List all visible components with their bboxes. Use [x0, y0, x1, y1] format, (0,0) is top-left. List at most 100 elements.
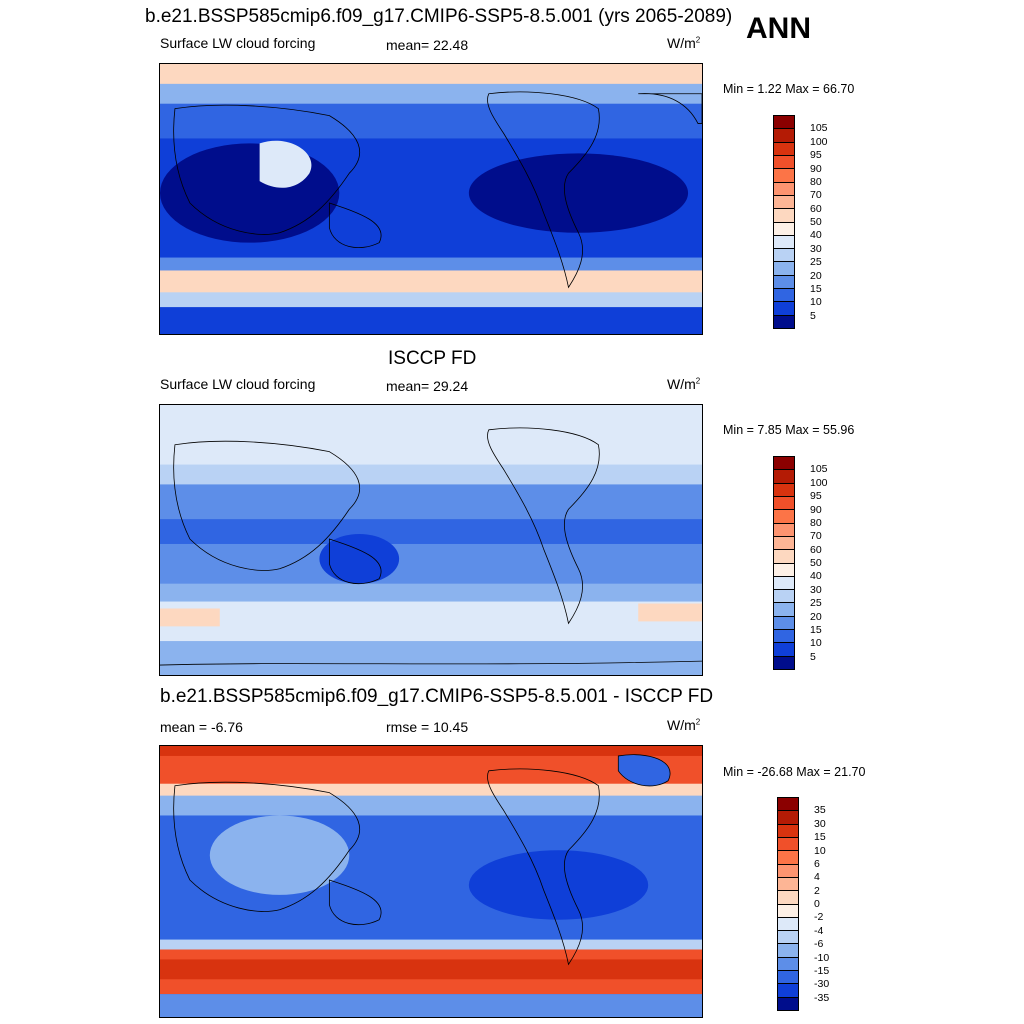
- colorbar-level-label: 50: [810, 216, 822, 228]
- colorbar-swatch: [778, 984, 798, 998]
- colorbar-level-label: -35: [814, 991, 830, 1004]
- panel-1-map: [159, 63, 703, 335]
- colorbar-level-label: 105: [810, 463, 828, 476]
- colorbar-swatch: [774, 249, 794, 263]
- colorbar-level-label: 30: [814, 817, 826, 830]
- panel-2-colorbar-labels: 105 100 95 90 80 70 60 50 40 30 25 20 15 10 5: [810, 456, 850, 670]
- colorbar-level-label: 100: [810, 476, 828, 489]
- colorbar-level-label: 50: [810, 557, 822, 569]
- colorbar-level-label: 20: [810, 269, 822, 282]
- colorbar-level-label: 40: [810, 229, 822, 242]
- panel-2-map: [159, 404, 703, 676]
- colorbar-level-label: 10: [810, 637, 822, 650]
- colorbar-swatch: [774, 289, 794, 303]
- panel-2-title: ISCCP FD: [388, 348, 477, 369]
- colorbar-level-label: 35: [814, 804, 826, 817]
- colorbar-level-label: 40: [810, 570, 822, 583]
- season-label: ANN: [746, 12, 811, 45]
- colorbar-level-label: 70: [810, 530, 822, 543]
- panel-1-mean-label: mean= 22.48: [386, 37, 469, 53]
- colorbar-swatch: [778, 837, 798, 852]
- colorbar-swatch: [774, 169, 794, 183]
- panel-2-variable-label: Surface LW cloud forcing: [160, 376, 316, 392]
- colorbar-swatch: [774, 315, 794, 328]
- colorbar-swatch: [778, 904, 798, 918]
- colorbar-level-label: 25: [810, 256, 822, 269]
- panel-3-colorbar-labels: 35 30 15 10 6 4 2 0 -2 -4 -6 -10 -15 -30 -35: [814, 797, 854, 1011]
- panel-3-colorbar: [777, 797, 799, 1011]
- colorbar-swatch: [774, 470, 794, 484]
- colorbar-swatch: [774, 550, 794, 564]
- panel-3-title: b.e21.BSSP585cmip6.f09_g17.CMIP6-SSP5-8.…: [160, 686, 714, 707]
- colorbar-swatch: [774, 195, 794, 210]
- colorbar-swatch: [778, 864, 798, 878]
- colorbar-swatch: [774, 616, 794, 631]
- panel-1-title: b.e21.BSSP585cmip6.f09_g17.CMIP6-SSP5-8.…: [145, 6, 733, 27]
- panel-2-mean-label: mean= 29.24: [386, 378, 469, 394]
- colorbar-swatch: [778, 877, 798, 892]
- colorbar-swatch: [778, 944, 798, 958]
- colorbar-level-label: -4: [814, 924, 824, 937]
- colorbar-level-label: 90: [810, 162, 822, 175]
- colorbar-swatch: [774, 563, 794, 577]
- colorbar-swatch: [774, 209, 794, 223]
- colorbar-swatch: [774, 510, 794, 524]
- colorbar-swatch: [774, 630, 794, 644]
- colorbar-swatch: [774, 483, 794, 497]
- panel-2-minmax: Min = 7.85 Max = 55.96: [723, 423, 855, 437]
- colorbar-level-label: 20: [810, 610, 822, 623]
- colorbar-swatch: [774, 182, 794, 196]
- colorbar-swatch: [774, 275, 794, 290]
- colorbar-level-label: 6: [814, 857, 820, 870]
- colorbar-swatch: [778, 931, 798, 945]
- colorbar-swatch: [774, 643, 794, 657]
- panel-1-minmax: Min = 1.22 Max = 66.70: [723, 82, 855, 96]
- colorbar-level-label: 80: [810, 516, 822, 529]
- colorbar-level-label: 95: [810, 490, 822, 503]
- colorbar-swatch: [774, 262, 794, 276]
- colorbar-swatch: [774, 142, 794, 156]
- colorbar-swatch: [774, 603, 794, 617]
- panel-3-units: W/m2: [667, 717, 701, 733]
- colorbar-level-label: 60: [810, 202, 822, 215]
- colorbar-level-label: 90: [810, 503, 822, 516]
- colorbar-swatch: [774, 523, 794, 537]
- colorbar-level-label: 80: [810, 175, 822, 188]
- colorbar-level-label: 95: [810, 149, 822, 162]
- colorbar-level-label: 60: [810, 543, 822, 556]
- panel-1-variable-label: Surface LW cloud forcing: [160, 35, 316, 51]
- colorbar-level-label: -15: [814, 964, 830, 977]
- panel-3-mean-label: mean = -6.76: [160, 719, 243, 735]
- panel-1-colorbar-labels: 105 100 95 90 80 70 60 50 40 30 25 20 15 10 5: [810, 115, 850, 329]
- colorbar-level-label: 25: [810, 597, 822, 610]
- colorbar-level-label: 10: [814, 844, 826, 857]
- colorbar-level-label: 105: [810, 122, 828, 135]
- colorbar-level-label: 30: [810, 242, 822, 255]
- colorbar-swatch: [778, 997, 798, 1010]
- colorbar-swatch: [774, 536, 794, 551]
- colorbar-level-label: 10: [810, 296, 822, 309]
- panel-3-map: [159, 745, 703, 1018]
- colorbar-swatch: [774, 222, 794, 236]
- panel-2-colorbar: [773, 456, 795, 670]
- colorbar-level-label: 0: [814, 898, 820, 910]
- colorbar-swatch: [774, 235, 794, 250]
- colorbar-level-label: -6: [814, 938, 824, 951]
- colorbar-swatch: [774, 496, 794, 511]
- colorbar-swatch: [778, 971, 798, 985]
- colorbar-level-label: 5: [810, 650, 816, 663]
- colorbar-level-label: -2: [814, 911, 824, 924]
- panel-1-colorbar: [773, 115, 795, 329]
- colorbar-level-label: 4: [814, 871, 820, 884]
- colorbar-swatch: [778, 891, 798, 905]
- colorbar-level-label: 15: [810, 282, 822, 295]
- colorbar-level-label: 5: [810, 309, 816, 322]
- colorbar-level-label: 15: [814, 831, 826, 844]
- panel-3-minmax: Min = -26.68 Max = 21.70: [723, 765, 866, 779]
- panel-2-units: W/m2: [667, 376, 701, 392]
- colorbar-swatch: [774, 576, 794, 591]
- colorbar-level-label: 100: [810, 135, 828, 148]
- colorbar-swatch: [774, 590, 794, 604]
- colorbar-swatch: [778, 811, 798, 825]
- colorbar-swatch: [778, 798, 798, 812]
